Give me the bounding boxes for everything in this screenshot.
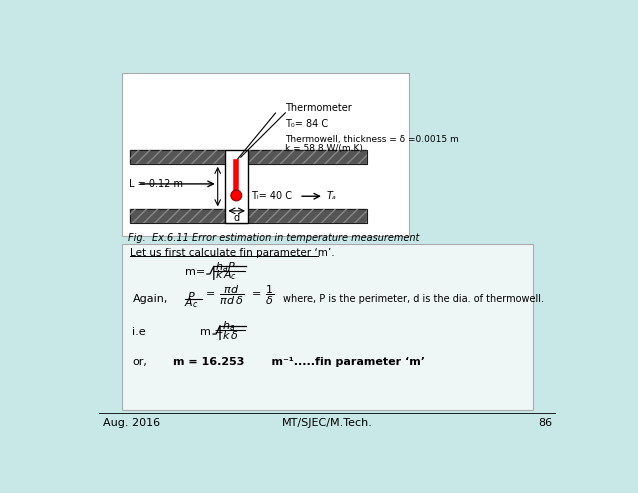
Text: or,: or, <box>133 357 147 367</box>
Text: $k\,\delta$: $k\,\delta$ <box>221 329 238 341</box>
Text: Tₗ= 40 C: Tₗ= 40 C <box>251 191 292 201</box>
Text: $k\,A_c$: $k\,A_c$ <box>216 269 237 282</box>
Bar <box>225 150 248 223</box>
Text: $h_a$: $h_a$ <box>221 319 235 333</box>
Text: k = 58.8 W/(m.K): k = 58.8 W/(m.K) <box>285 144 363 153</box>
Text: Again,: Again, <box>133 294 168 304</box>
Bar <box>248 150 366 164</box>
Bar <box>130 210 366 223</box>
Text: where, P is the perimeter, d is the dia. of thermowell.: where, P is the perimeter, d is the dia.… <box>283 294 544 304</box>
Text: d: d <box>234 213 239 223</box>
Text: Fig.  Ex.6.11 Error estimation in temperature measurement: Fig. Ex.6.11 Error estimation in tempera… <box>128 233 419 243</box>
Text: $P$: $P$ <box>187 289 195 302</box>
FancyBboxPatch shape <box>122 244 533 410</box>
Text: T₀= 84 C: T₀= 84 C <box>285 119 328 129</box>
Text: m =: m = <box>200 327 224 337</box>
Text: Thermowell, thickness = δ =0.0015 m: Thermowell, thickness = δ =0.0015 m <box>285 135 459 144</box>
Text: MT/SJEC/M.Tech.: MT/SJEC/M.Tech. <box>281 419 373 428</box>
Text: m = 16.253       m⁻¹.....fin parameter ‘m’: m = 16.253 m⁻¹.....fin parameter ‘m’ <box>173 357 425 367</box>
Text: Let us first calculate fin parameter ‘m’.: Let us first calculate fin parameter ‘m’… <box>130 248 335 258</box>
Text: $h_a P$: $h_a P$ <box>216 260 236 274</box>
Text: 86: 86 <box>538 419 553 428</box>
FancyBboxPatch shape <box>122 73 409 236</box>
Text: i.e: i.e <box>133 327 146 337</box>
Bar <box>248 150 366 164</box>
Bar <box>130 150 225 164</box>
Text: $A_c$: $A_c$ <box>184 296 198 310</box>
Text: Thermometer: Thermometer <box>285 103 352 113</box>
Text: L = 0.12 m: L = 0.12 m <box>129 179 182 189</box>
Text: Aug. 2016: Aug. 2016 <box>103 419 160 428</box>
Circle shape <box>231 190 242 201</box>
Text: Tₐ: Tₐ <box>326 191 336 201</box>
Text: m=: m= <box>185 267 205 278</box>
Bar <box>130 150 225 164</box>
Text: $=\;\dfrac{1}{\delta}$: $=\;\dfrac{1}{\delta}$ <box>249 284 274 307</box>
Text: $= \;\dfrac{\pi d}{\pi d\,\delta}$: $= \;\dfrac{\pi d}{\pi d\,\delta}$ <box>203 284 244 307</box>
Bar <box>130 210 366 223</box>
